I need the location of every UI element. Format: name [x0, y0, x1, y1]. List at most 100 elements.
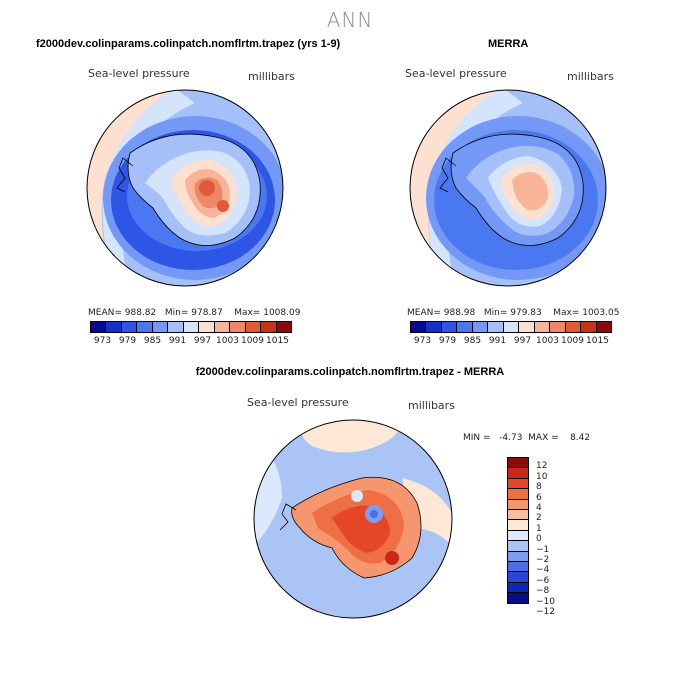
right-max-value: 1003.05: [582, 308, 620, 318]
colorbar-swatch: [534, 322, 551, 332]
left-min-label: Min=: [164, 308, 189, 318]
colorbar-tick-label: 1003: [216, 336, 239, 346]
colorbar-tick-label: 1: [536, 523, 542, 534]
colorbar-swatch: [121, 322, 138, 332]
colorbar-swatch: [581, 322, 597, 332]
colorbar-swatch: [245, 322, 262, 332]
right-colorbar-ticks: 973 979 985 991 997 1003 1009 1015: [410, 336, 610, 346]
diff-units-label: millibars: [408, 399, 455, 412]
colorbar-tick-label: 1009: [561, 336, 584, 346]
right-polar-map: [409, 89, 607, 287]
colorbar-tick-label: 997: [513, 336, 532, 346]
left-min-value: 978.87: [191, 308, 223, 318]
right-mean-value: 988.98: [443, 308, 476, 318]
colorbar-swatch: [596, 322, 612, 332]
colorbar-tick-label: −10: [536, 596, 555, 607]
colorbar-tick-label: −8: [536, 586, 550, 597]
colorbar-tick-label: −12: [536, 607, 555, 617]
colorbar-swatch: [565, 322, 582, 332]
colorbar-tick-label: 6: [536, 492, 542, 503]
colorbar-swatch: [137, 322, 153, 332]
left-polar-map: [86, 89, 284, 287]
colorbar-tick-label: 997: [193, 336, 212, 346]
colorbar-tick-label: 973: [93, 336, 112, 346]
right-colorbar: [410, 321, 612, 333]
right-panel-title: MERRA: [488, 38, 529, 50]
colorbar-swatch: [508, 520, 528, 531]
colorbar-swatch: [472, 322, 489, 332]
left-mean-label: MEAN=: [88, 308, 122, 318]
diff-polar-map: [253, 419, 453, 619]
colorbar-tick-label: 985: [463, 336, 482, 346]
figure-title: ANN: [326, 8, 374, 32]
diff-field-label: Sea-level pressure: [247, 396, 349, 409]
colorbar-tick-label: 1015: [266, 336, 289, 346]
diff-panel-title: f2000dev.colinparams.colinpatch.nomflrtm…: [195, 366, 505, 378]
right-units-label: millibars: [567, 70, 614, 83]
colorbar-tick-label: 0: [536, 534, 542, 545]
colorbar-tick-label: 1015: [586, 336, 609, 346]
colorbar-tick-label: 973: [413, 336, 432, 346]
colorbar-tick-label: 12: [536, 461, 548, 472]
colorbar-swatch: [488, 322, 504, 332]
colorbar-tick-label: 979: [118, 336, 137, 346]
colorbar-swatch: [508, 541, 528, 552]
colorbar-tick-label: 8: [536, 482, 542, 493]
colorbar-tick-label: 979: [438, 336, 457, 346]
right-min-label: Min=: [483, 308, 508, 318]
diff-colorbar-ticks: 12 10 8 6 4 2 1 0 −1 −2 −4 −6 −8 −10 −12: [536, 457, 576, 627]
right-stats: MEAN= 988.98 Min= 979.83 Max= 1003.05: [407, 308, 619, 318]
colorbar-swatch: [214, 322, 231, 332]
colorbar-tick-label: −2: [536, 555, 550, 565]
colorbar-swatch: [261, 322, 277, 332]
colorbar-swatch: [508, 509, 528, 521]
colorbar-tick-label: 991: [488, 336, 507, 346]
colorbar-swatch: [519, 322, 535, 332]
colorbar-swatch: [508, 582, 528, 594]
colorbar-swatch: [508, 561, 528, 573]
right-max-label: Max=: [553, 308, 580, 318]
colorbar-tick-label: 991: [168, 336, 187, 346]
colorbar-swatch: [426, 322, 442, 332]
colorbar-swatch: [91, 322, 107, 332]
left-mean-value: 988.82: [124, 308, 157, 318]
colorbar-tick-label: −6: [536, 575, 550, 586]
left-colorbar-ticks: 973 979 985 991 997 1003 1009 1015: [90, 336, 290, 346]
colorbar-swatch: [230, 322, 246, 332]
left-field-label: Sea-level pressure: [88, 67, 190, 80]
colorbar-swatch: [199, 322, 215, 332]
colorbar-swatch: [168, 322, 184, 332]
colorbar-tick-label: 1009: [241, 336, 264, 346]
right-mean-label: MEAN=: [407, 308, 441, 318]
diff-colorbar: [507, 457, 529, 605]
colorbar-swatch: [183, 322, 200, 332]
colorbar-swatch: [411, 322, 427, 332]
right-field-label: Sea-level pressure: [405, 67, 507, 80]
colorbar-tick-label: −1: [536, 544, 550, 555]
colorbar-tick-label: −4: [536, 565, 550, 576]
left-units-label: millibars: [248, 70, 295, 83]
colorbar-swatch: [550, 322, 566, 332]
left-stats: MEAN= 988.82 Min= 978.87 Max= 1008.09: [88, 308, 300, 318]
left-colorbar: [90, 321, 292, 333]
colorbar-swatch: [503, 322, 520, 332]
colorbar-swatch: [441, 322, 458, 332]
colorbar-swatch: [457, 322, 473, 332]
colorbar-swatch: [152, 322, 169, 332]
right-min-value: 979.83: [510, 308, 542, 318]
colorbar-swatch: [508, 530, 528, 542]
colorbar-swatch: [508, 499, 528, 510]
colorbar-tick-label: 2: [536, 513, 542, 524]
colorbar-swatch: [106, 322, 122, 332]
diff-minmax: MIN = -4.73 MAX = 8.42: [463, 433, 591, 443]
colorbar-tick-label: 1003: [536, 336, 559, 346]
colorbar-swatch: [508, 478, 528, 490]
colorbar-tick-label: 4: [536, 503, 542, 513]
colorbar-tick-label: 10: [536, 471, 548, 482]
colorbar-swatch: [508, 551, 528, 562]
colorbar-swatch: [276, 322, 292, 332]
colorbar-swatch: [508, 572, 528, 583]
colorbar-swatch: [508, 489, 528, 500]
left-max-label: Max=: [234, 308, 261, 318]
left-panel-title: f2000dev.colinparams.colinpatch.nomflrtm…: [36, 38, 341, 50]
